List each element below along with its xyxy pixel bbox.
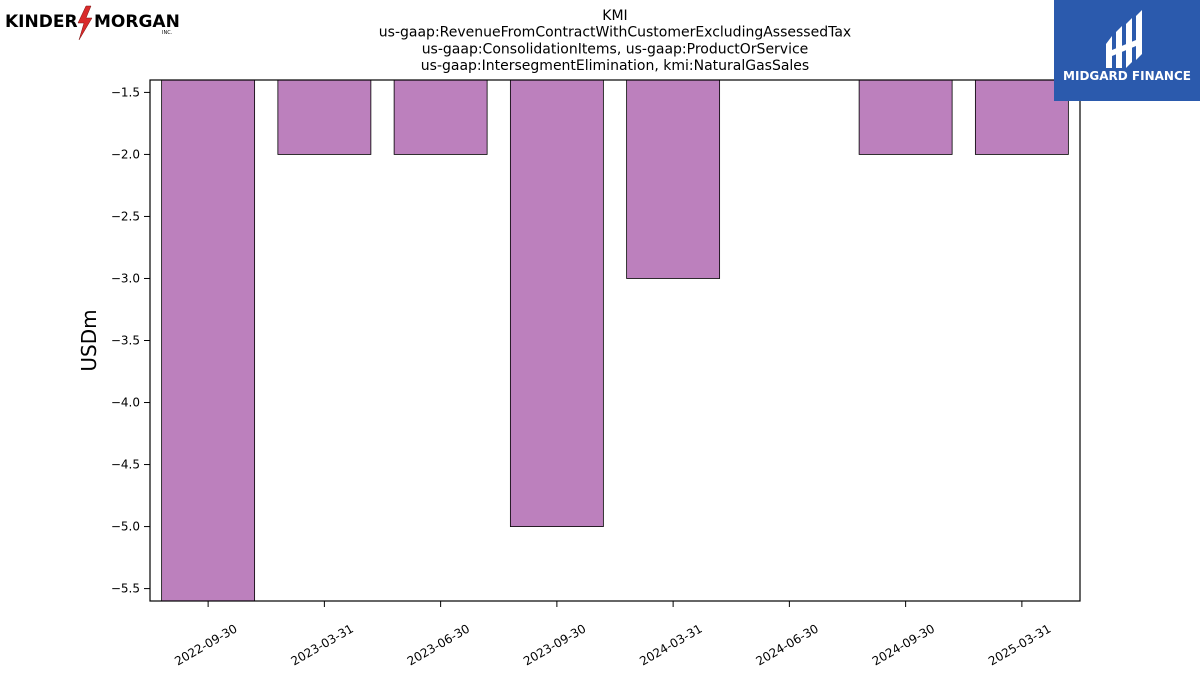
x-axis: 2022-09-30 2023-03-31 2023-06-30 2023-09-30… — [172, 601, 1053, 668]
y-tick-label: −2.5 — [111, 209, 140, 223]
x-tick-label: 2024-06-30 — [753, 621, 820, 668]
logo-text-morgan: MORGAN — [94, 12, 180, 32]
bar-2024-09-30 — [858, 80, 953, 155]
bar-2022-09-30 — [161, 80, 256, 601]
chart-title-line: us-gaap:RevenueFromContractWithCustomerE… — [379, 25, 851, 41]
logo-text-inc: INC. — [162, 30, 173, 36]
x-tick-label: 2024-09-30 — [870, 621, 937, 668]
bar-2023-06-30 — [393, 80, 488, 155]
y-tick-label: −2.0 — [111, 147, 140, 161]
y-tick-label: −4.5 — [111, 458, 140, 472]
y-tick-label: −3.0 — [111, 271, 140, 285]
brand-name: MIDGARD FINANCE — [1063, 69, 1191, 83]
chart-title-line: us-gaap:IntersegmentElimination, kmi:Nat… — [421, 58, 809, 74]
y-tick-label: −5.0 — [111, 520, 140, 534]
midgard-emblem-icon — [1106, 10, 1142, 68]
bar-2023-09-30 — [509, 80, 604, 527]
y-tick-label: −3.5 — [111, 334, 140, 348]
kinder-morgan-logo: KINDER MORGAN INC. — [5, 5, 180, 40]
bar-2023-03-31 — [277, 80, 372, 155]
midgard-finance-logo: MIDGARD FINANCE — [1054, 0, 1200, 101]
chart-title-line: KMI — [602, 8, 627, 24]
x-tick-label: 2023-09-30 — [521, 621, 588, 668]
bars — [161, 80, 1069, 601]
x-tick-label: 2024-03-31 — [637, 621, 704, 668]
x-tick-label: 2025-03-31 — [986, 621, 1053, 668]
chart-title: KMIus-gaap:RevenueFromContractWithCustom… — [379, 8, 851, 74]
y-tick-label: −4.0 — [111, 396, 140, 410]
x-tick-label: 2023-06-30 — [405, 621, 472, 668]
x-tick-label: 2023-03-31 — [288, 621, 355, 668]
bar-2024-03-31 — [626, 80, 721, 279]
bar-2025-03-31 — [974, 80, 1069, 155]
chart-title-line: us-gaap:ConsolidationItems, us-gaap:Prod… — [422, 41, 809, 57]
y-tick-label: −5.5 — [111, 582, 140, 596]
plot-frame — [149, 79, 1081, 602]
lightning-bolt-icon — [77, 5, 93, 40]
y-tick-label: −1.5 — [111, 85, 140, 99]
x-tick-label: 2022-09-30 — [172, 621, 239, 668]
y-axis-label: USDm — [77, 309, 101, 371]
y-axis: −1.5 −2.0 −2.5 −3.0 −3.5 −4.0 −4.5 −5.0 −5.5 — [111, 85, 150, 596]
logo-text-kinder: KINDER — [5, 12, 78, 32]
